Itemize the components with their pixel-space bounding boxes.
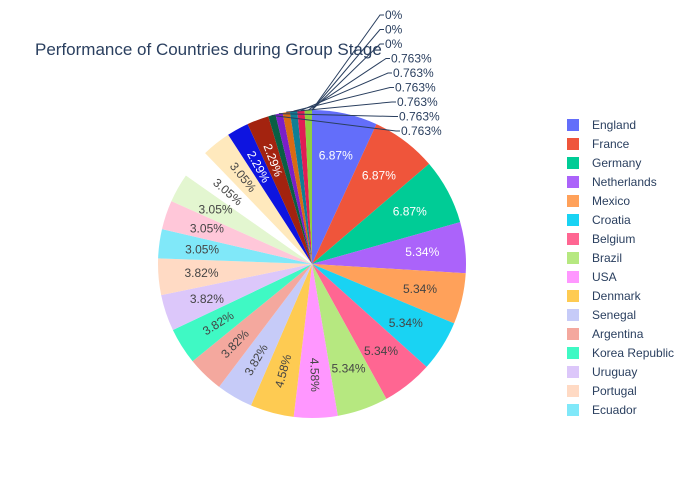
- legend-swatch[interactable]: [567, 252, 579, 264]
- leader-line: [279, 113, 398, 117]
- legend-swatch[interactable]: [567, 233, 579, 245]
- pie-slice: [158, 258, 312, 296]
- slice-percent-label: 3.05%: [199, 202, 233, 216]
- pie-slice: [304, 110, 312, 264]
- slice-percent-label: 5.34%: [403, 282, 437, 296]
- pie-slice: [205, 134, 312, 264]
- slice-percent-label: 5.34%: [332, 362, 366, 376]
- legend-label[interactable]: Denmark: [592, 289, 642, 303]
- legend-swatch[interactable]: [567, 385, 579, 397]
- slice-percent-label: 0.763%: [399, 110, 440, 124]
- pie-slice: [289, 110, 312, 265]
- slice-percent-label: 0.763%: [393, 66, 434, 80]
- pie-slice: [158, 229, 312, 264]
- pie-slice: [312, 110, 377, 264]
- pie-slice: [162, 201, 312, 264]
- pie-slice: [228, 124, 312, 265]
- legend-swatch[interactable]: [567, 271, 579, 283]
- legend-swatch[interactable]: [567, 347, 579, 359]
- leader-line: [300, 72, 392, 111]
- legend-swatch[interactable]: [567, 195, 579, 207]
- legend-swatch[interactable]: [567, 176, 579, 188]
- outside-labels: 0.763%0.763%0.763%0.763%0.763%0.763%0%0%…: [271, 8, 442, 138]
- legend-swatch[interactable]: [567, 138, 579, 150]
- slice-percent-label: 3.82%: [184, 266, 218, 280]
- legend-swatch[interactable]: [567, 290, 579, 302]
- slice-percent-label: 5.34%: [364, 344, 398, 358]
- legend-label[interactable]: Belgium: [592, 232, 635, 246]
- leader-line: [271, 114, 400, 132]
- slice-percent-label: 0.763%: [395, 81, 436, 95]
- pie-slice: [268, 114, 312, 265]
- legend-swatch[interactable]: [567, 309, 579, 321]
- pie-slice: [312, 264, 427, 399]
- legend: England France Germany Netherlands Mexico Cro…: [567, 118, 674, 417]
- pie-slice: [171, 175, 312, 264]
- pie-slice: [312, 124, 430, 264]
- slice-percent-label: 3.82%: [190, 292, 224, 306]
- pie-slice: [219, 264, 312, 406]
- pie-slice: [312, 222, 466, 274]
- pie-slice: [312, 163, 461, 264]
- legend-swatch[interactable]: [567, 404, 579, 416]
- slice-percent-label: 5.34%: [405, 245, 439, 259]
- leader-line: [311, 14, 384, 111]
- pie-slice: [297, 110, 312, 264]
- pie-slice: [185, 153, 312, 264]
- slice-percent-label: 0%: [385, 8, 403, 22]
- legend-swatch[interactable]: [567, 366, 579, 378]
- slice-percent-label: 0%: [385, 37, 403, 51]
- legend-label[interactable]: Mexico: [592, 194, 630, 208]
- legend-label[interactable]: France: [592, 137, 630, 151]
- slice-percent-label: 0%: [385, 23, 403, 37]
- pie-slice: [247, 116, 312, 264]
- legend-label[interactable]: Croatia: [592, 213, 631, 227]
- leader-line: [293, 87, 394, 112]
- legend-swatch[interactable]: [567, 119, 579, 131]
- slice-percent-label: 5.34%: [389, 316, 423, 330]
- slice-percent-label: 3.05%: [190, 222, 224, 236]
- legend-label[interactable]: England: [592, 118, 636, 132]
- chart-title: Performance of Countries during Group St…: [35, 40, 382, 59]
- slice-percent-label: 6.87%: [393, 205, 427, 219]
- pie-slice: [282, 111, 312, 264]
- pie-slice: [312, 264, 455, 367]
- pie-slice: [192, 264, 312, 387]
- legend-swatch[interactable]: [567, 214, 579, 226]
- leader-line: [286, 101, 396, 113]
- pie-slice: [275, 112, 312, 264]
- pie-slice: [161, 264, 312, 331]
- legend-label[interactable]: Argentina: [592, 327, 644, 341]
- legend-label[interactable]: Senegal: [592, 308, 636, 322]
- legend-label[interactable]: USA: [592, 270, 617, 284]
- legend-label[interactable]: Brazil: [592, 251, 622, 265]
- legend-swatch[interactable]: [567, 328, 579, 340]
- leader-line: [308, 58, 390, 111]
- slice-percent-label: 0.763%: [397, 95, 438, 109]
- slice-percent-label: 6.87%: [319, 149, 353, 163]
- pie-slice: [312, 264, 466, 324]
- pie-slices: [158, 110, 466, 418]
- leader-line: [311, 29, 384, 111]
- pie-slice: [172, 264, 312, 362]
- leader-line: [311, 43, 384, 111]
- legend-label[interactable]: Netherlands: [592, 175, 657, 189]
- legend-label[interactable]: Portugal: [592, 384, 637, 398]
- pie-slice: [250, 264, 312, 417]
- slice-percent-label: 6.87%: [362, 169, 396, 183]
- legend-label[interactable]: Korea Republic: [592, 346, 674, 360]
- slice-percent-label: 0.763%: [401, 124, 442, 138]
- pie-slice: [293, 264, 338, 418]
- pie-slice: [312, 264, 387, 416]
- legend-label[interactable]: Uruguay: [592, 365, 637, 379]
- slice-percent-label: 0.763%: [391, 52, 432, 66]
- slice-percent-label: 3.05%: [185, 242, 219, 256]
- legend-swatch[interactable]: [567, 157, 579, 169]
- slice-percent-label: 4.58%: [307, 358, 322, 393]
- legend-label[interactable]: Ecuador: [592, 403, 637, 417]
- legend-label[interactable]: Germany: [592, 156, 641, 170]
